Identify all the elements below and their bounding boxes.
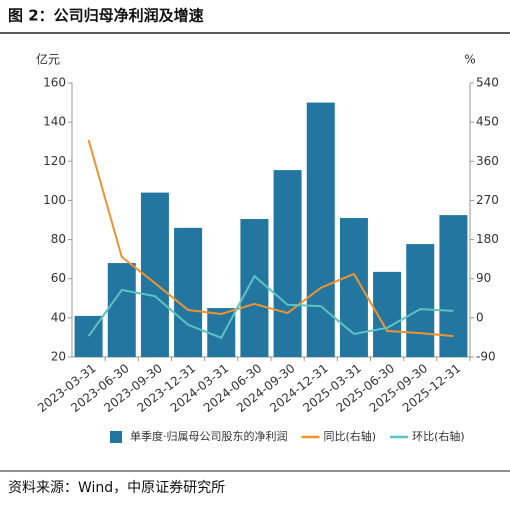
legend-label: 环比(右轴) <box>412 429 465 443</box>
y-tick-label: 80 <box>51 232 66 246</box>
y2-tick-label: 360 <box>476 154 499 168</box>
bar <box>240 219 269 357</box>
bar <box>306 102 335 357</box>
y2-tick-label: 540 <box>476 76 499 90</box>
bar <box>273 170 302 357</box>
y2-axis-unit: % <box>464 53 475 67</box>
y2-tick-label: 450 <box>476 115 499 129</box>
source-note: 资料来源：Wind，中原证券研究所 <box>8 480 225 496</box>
legend-swatch <box>110 431 122 443</box>
legend-label: 单季度·归属母公司股东的净利润 <box>130 429 288 443</box>
y-tick-label: 20 <box>51 350 66 364</box>
legend: 单季度·归属母公司股东的净利润 同比(右轴) 环比(右轴) <box>110 429 465 443</box>
y-tick-label: 60 <box>51 271 66 285</box>
y2-tick-label: 0 <box>476 310 484 324</box>
y-tick-label: 40 <box>51 310 66 324</box>
line-series <box>87 274 454 340</box>
bar <box>174 227 203 357</box>
line-series <box>87 139 454 338</box>
bar <box>207 308 236 357</box>
chart-title: 图 2：公司归母净利润及增速 <box>8 7 204 25</box>
y2-tick-label: 180 <box>476 232 499 246</box>
y-tick-label: 120 <box>43 154 66 168</box>
y-tick-label: 100 <box>43 193 66 207</box>
y2-tick-label: 90 <box>476 271 491 285</box>
legend-label: 同比(右轴) <box>324 429 377 443</box>
bar <box>107 263 136 357</box>
y2-tick-label: -90 <box>476 350 496 364</box>
bar <box>339 218 368 357</box>
y2-tick-label: 270 <box>476 193 499 207</box>
bar <box>406 244 435 357</box>
y-tick-label: 160 <box>43 76 66 90</box>
y-axis-unit: 亿元 <box>36 52 60 67</box>
y-tick-label: 140 <box>43 115 66 129</box>
bar <box>439 215 468 357</box>
